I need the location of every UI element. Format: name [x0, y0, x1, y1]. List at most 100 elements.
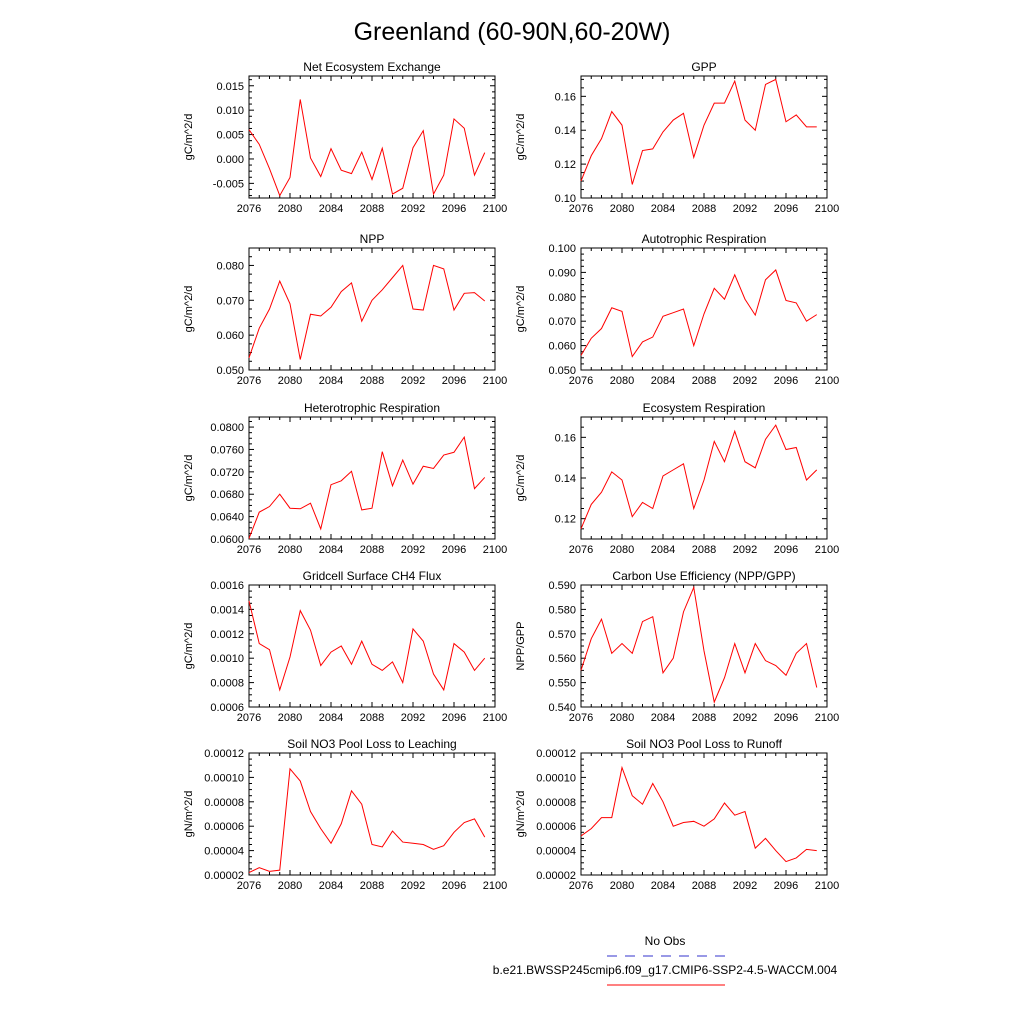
legend-model-label: b.e21.BWSSP245cmip6.f09_g17.CMIP6-SSP2-4…: [493, 963, 838, 977]
x-tick-label: 2088: [692, 880, 716, 892]
plot-frame: [248, 247, 496, 371]
x-tick-label: 2076: [237, 203, 261, 215]
x-tick-label: 2096: [442, 880, 466, 892]
y-tick-label: 0.0014: [210, 604, 244, 616]
figure-title: Greenland (60-90N,60-20W): [354, 18, 671, 46]
y-axis-label: gC/m^2/d: [515, 114, 527, 161]
x-tick-label: 2080: [610, 375, 634, 387]
panel-6: Ecosystem Respiration 2076 2080 2084 2088 209…: [515, 401, 839, 556]
x-tick-label: 2080: [278, 712, 302, 724]
x-tick-label: 2076: [237, 880, 261, 892]
panel-10: Soil NO3 Pool Loss to Runoff 2076 2080 2084…: [515, 737, 839, 892]
y-tick-label: 0.550: [548, 678, 576, 690]
x-tick-label: 2092: [733, 375, 757, 387]
x-tick-label: 2080: [610, 880, 634, 892]
x-tick-label: 2084: [319, 544, 343, 556]
y-axis-label: gC/m^2/d: [515, 455, 527, 502]
y-tick-label: 0.0012: [210, 629, 244, 641]
x-tick-label: 2088: [360, 712, 384, 724]
x-tick-label: 2096: [442, 203, 466, 215]
y-tick-label: 0.12: [555, 514, 576, 526]
series-line: [580, 585, 818, 704]
series-line: [580, 424, 818, 530]
x-tick-label: 2096: [442, 544, 466, 556]
x-tick-label: 2100: [815, 375, 839, 387]
x-tick-label: 2076: [237, 544, 261, 556]
y-axis-label: gC/m^2/d: [515, 286, 527, 333]
x-tick-label: 2080: [610, 544, 634, 556]
x-tick-label: 2092: [401, 544, 425, 556]
y-tick-label: 0.070: [548, 316, 576, 328]
y-axis-label: gC/m^2/d: [183, 455, 195, 502]
y-tick-label: 0.00008: [204, 797, 244, 809]
plot-frame: [580, 75, 828, 199]
y-tick-label: 0.0010: [210, 653, 244, 665]
panel-8: Carbon Use Efficiency (NPP/GPP) 2076 2080 2…: [515, 569, 839, 724]
y-tick-label: 0.100: [548, 243, 576, 255]
x-tick-label: 2076: [569, 712, 593, 724]
x-tick-label: 2100: [815, 544, 839, 556]
y-tick-label: 0.0008: [210, 678, 244, 690]
y-tick-label: 0.00006: [204, 821, 244, 833]
y-tick-label: 0.540: [548, 702, 576, 714]
y-axis-label: gC/m^2/d: [183, 114, 195, 161]
x-tick-label: 2100: [483, 880, 507, 892]
x-tick-label: 2096: [442, 712, 466, 724]
x-tick-label: 2076: [569, 544, 593, 556]
y-axis-label: gN/m^2/d: [183, 791, 195, 838]
x-tick-label: 2100: [815, 203, 839, 215]
series-line: [248, 767, 486, 874]
x-tick-label: 2076: [237, 712, 261, 724]
y-tick-label: 0.12: [555, 159, 576, 171]
x-tick-label: 2084: [319, 712, 343, 724]
panel-2: GPP 2076 2080 2084 2088 2092 2096 2100 0.10 0.12 0…: [515, 60, 839, 215]
y-tick-label: 0.00010: [536, 772, 576, 784]
x-tick-label: 2084: [651, 544, 675, 556]
y-tick-label: 0.00008: [536, 797, 576, 809]
y-tick-label: 0.090: [548, 267, 576, 279]
y-tick-label: 0.050: [216, 365, 244, 377]
x-tick-label: 2080: [278, 375, 302, 387]
x-tick-label: 2080: [278, 880, 302, 892]
x-tick-label: 2096: [774, 375, 798, 387]
x-tick-label: 2080: [610, 203, 634, 215]
y-tick-label: -0.005: [213, 178, 244, 190]
x-tick-label: 2088: [360, 203, 384, 215]
series-line: [248, 99, 486, 197]
x-tick-label: 2088: [360, 375, 384, 387]
x-tick-label: 2092: [401, 375, 425, 387]
panel-5: Heterotrophic Respiration 2076 2080 2084 208…: [183, 401, 507, 556]
plot-frame: [580, 584, 828, 708]
x-tick-label: 2100: [483, 712, 507, 724]
x-tick-label: 2100: [483, 375, 507, 387]
x-tick-label: 2092: [733, 544, 757, 556]
x-tick-label: 2080: [278, 544, 302, 556]
y-tick-label: 0.080: [216, 260, 244, 272]
panel-title: Autotrophic Respiration: [642, 232, 767, 246]
panel-title: Carbon Use Efficiency (NPP/GPP): [612, 569, 795, 583]
x-tick-label: 2084: [319, 203, 343, 215]
y-tick-label: 0.0680: [210, 489, 244, 501]
y-tick-label: 0.010: [216, 105, 244, 117]
panel-title: GPP: [691, 60, 716, 74]
panel-title: NPP: [360, 232, 385, 246]
y-tick-label: 0.0640: [210, 512, 244, 524]
y-tick-label: 0.570: [548, 629, 576, 641]
x-tick-label: 2088: [692, 712, 716, 724]
y-tick-label: 0.060: [548, 341, 576, 353]
panels-group: Net Ecosystem Exchange 2076 2080 2084 2088 20…: [183, 60, 839, 892]
y-tick-label: 0.070: [216, 295, 244, 307]
panel-3: NPP 2076 2080 2084 2088 2092 2096 2100 0.050 0.06…: [183, 232, 507, 387]
series-line: [580, 269, 818, 358]
y-tick-label: 0.10: [555, 193, 576, 205]
y-tick-label: 0.0016: [210, 580, 244, 592]
x-tick-label: 2084: [651, 375, 675, 387]
x-tick-label: 2100: [483, 203, 507, 215]
y-tick-label: 0.00012: [536, 748, 576, 760]
panel-4: Autotrophic Respiration 2076 2080 2084 2088 2…: [515, 232, 839, 387]
x-tick-label: 2088: [692, 203, 716, 215]
y-tick-label: 0.580: [548, 604, 576, 616]
x-tick-label: 2092: [401, 203, 425, 215]
y-tick-label: 0.0800: [210, 422, 244, 434]
x-tick-label: 2100: [815, 712, 839, 724]
